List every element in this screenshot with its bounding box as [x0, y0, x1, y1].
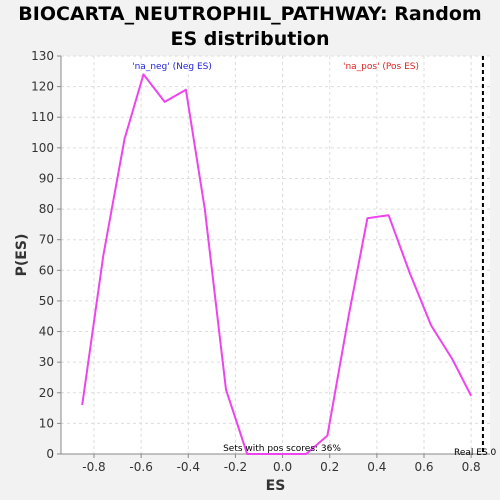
x-tick-label: -0.2: [224, 460, 247, 474]
y-tick-label: 80: [39, 202, 54, 216]
y-tick-label: 100: [31, 141, 54, 155]
series: [81, 56, 484, 455]
y-tick-label: 60: [39, 263, 54, 277]
y-tick-label: 0: [46, 447, 54, 461]
x-tick-label: -0.8: [82, 460, 105, 474]
pos-scores-label: Sets with pos scores: 36%: [223, 444, 341, 454]
x-tick-label: -0.4: [177, 460, 200, 474]
chart-title-line-1: BIOCARTA_NEUTROPHIL_PATHWAY: Random: [18, 3, 481, 25]
y-tick-label: 70: [39, 233, 54, 247]
y-tick-label: 110: [31, 110, 54, 124]
x-axis-label: ES: [266, 478, 286, 494]
y-axis-label: P(ES): [14, 234, 30, 277]
y-tick-label: 40: [39, 325, 54, 339]
y-tick-label: 10: [39, 416, 54, 430]
plot-area: [61, 56, 490, 454]
chart-title-line-2: ES distribution: [171, 28, 330, 50]
y-tick-label: 50: [39, 294, 54, 308]
x-tick-label: 0.4: [367, 460, 386, 474]
real-es-label: Real ES 0: [454, 448, 497, 458]
chart-title: BIOCARTA_NEUTROPHIL_PATHWAY: Random ES d…: [18, 3, 481, 50]
x-tick-label: 0.2: [320, 460, 339, 474]
neg-es-label: 'na_neg' (Neg ES): [132, 62, 212, 72]
y-tick-label: 90: [39, 171, 54, 185]
x-tick-label: 0.6: [414, 460, 433, 474]
y-tick-label: 120: [31, 80, 54, 94]
distribution-line: [81, 73, 472, 455]
x-tick-label: 0.8: [462, 460, 481, 474]
y-tick-label: 20: [39, 386, 54, 400]
ticks: -0.8 -0.6 -0.4 -0.2 0.0 0.2 0.4 0.6 0.8 0 10 20 30 40…: [31, 49, 481, 474]
grid: [61, 55, 490, 455]
y-tick-label: 30: [39, 355, 54, 369]
x-tick-label: -0.6: [129, 460, 152, 474]
x-tick-label: 0.0: [273, 460, 292, 474]
pos-es-label: 'na_pos' (Pos ES): [343, 62, 419, 72]
annotations: 'na_neg' (Neg ES) 'na_pos' (Pos ES) Sets…: [132, 62, 496, 458]
y-tick-label: 130: [31, 49, 54, 63]
